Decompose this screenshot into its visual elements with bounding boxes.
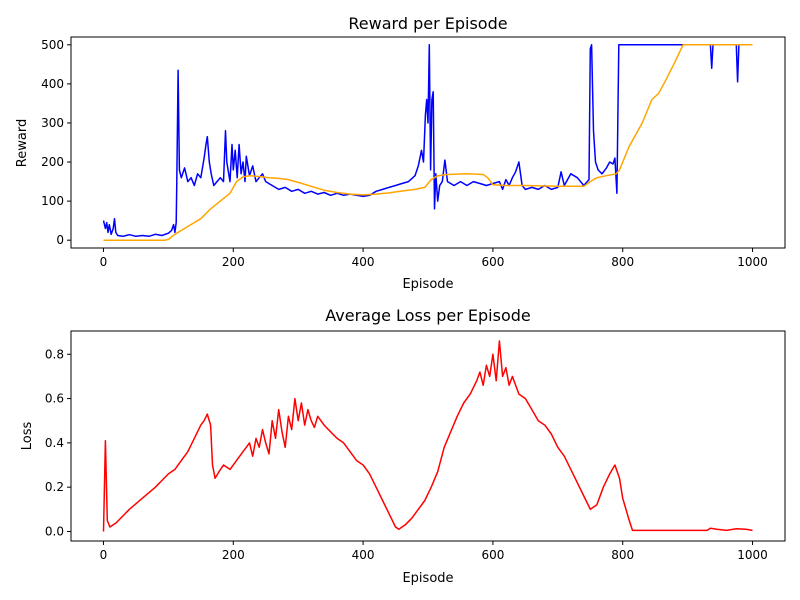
reward-plot-frame xyxy=(70,36,786,249)
loss-x-tick-label: 1000 xyxy=(737,548,768,562)
loss-x-tick-label: 600 xyxy=(481,548,504,562)
reward-y-tick-label: 200 xyxy=(41,155,64,169)
reward-chart-panel: Reward per Episode 0 200 400 600 800 1000 0 10… xyxy=(15,14,786,292)
loss-x-tick-label: 0 xyxy=(100,548,108,562)
reward-x-axis-label: Episode xyxy=(402,277,453,292)
loss-series-line-0 xyxy=(102,340,753,532)
reward-x-tick-label: 0 xyxy=(100,255,108,269)
reward-x-ticks: 0 200 400 600 800 1000 xyxy=(100,248,768,269)
loss-x-tick-label: 800 xyxy=(611,548,634,562)
reward-y-axis-label: Reward xyxy=(15,119,30,167)
reward-x-tick-label: 600 xyxy=(481,255,504,269)
reward-x-tick-label: 1000 xyxy=(737,255,768,269)
loss-chart-title: Average Loss per Episode xyxy=(325,306,530,325)
loss-y-tick-label: 0.0 xyxy=(45,524,64,538)
reward-y-tick-label: 300 xyxy=(41,116,64,130)
loss-y-ticks: 0.0 0.2 0.4 0.6 0.8 xyxy=(45,347,71,538)
reward-y-tick-label: 400 xyxy=(41,77,64,91)
reward-x-tick-label: 200 xyxy=(222,255,245,269)
reward-x-tick-label: 400 xyxy=(352,255,375,269)
reward-series-group xyxy=(102,44,753,241)
reward-y-ticks: 0 100 200 300 400 500 xyxy=(41,38,71,247)
loss-y-axis-label: Loss xyxy=(20,422,35,451)
reward-y-tick-label: 100 xyxy=(41,194,64,208)
loss-series-group xyxy=(102,340,753,532)
loss-y-tick-label: 0.2 xyxy=(45,480,64,494)
loss-y-tick-label: 0.4 xyxy=(45,436,64,450)
loss-x-axis-label: Episode xyxy=(402,571,453,586)
reward-y-tick-label: 500 xyxy=(41,38,64,52)
loss-y-tick-label: 0.8 xyxy=(45,347,64,361)
loss-y-tick-label: 0.6 xyxy=(45,392,64,406)
reward-series-line-1 xyxy=(103,44,753,241)
reward-x-tick-label: 800 xyxy=(611,255,634,269)
loss-plot-frame xyxy=(70,330,786,542)
loss-x-tick-label: 400 xyxy=(352,548,375,562)
reward-series-line-0 xyxy=(102,44,753,238)
reward-chart-title: Reward per Episode xyxy=(348,14,507,33)
loss-x-tick-label: 200 xyxy=(222,548,245,562)
loss-x-ticks: 0 200 400 600 800 1000 xyxy=(100,541,768,562)
loss-chart-panel: Average Loss per Episode 0 200 400 600 800 10… xyxy=(20,306,786,586)
reward-y-tick-label: 0 xyxy=(56,233,64,247)
